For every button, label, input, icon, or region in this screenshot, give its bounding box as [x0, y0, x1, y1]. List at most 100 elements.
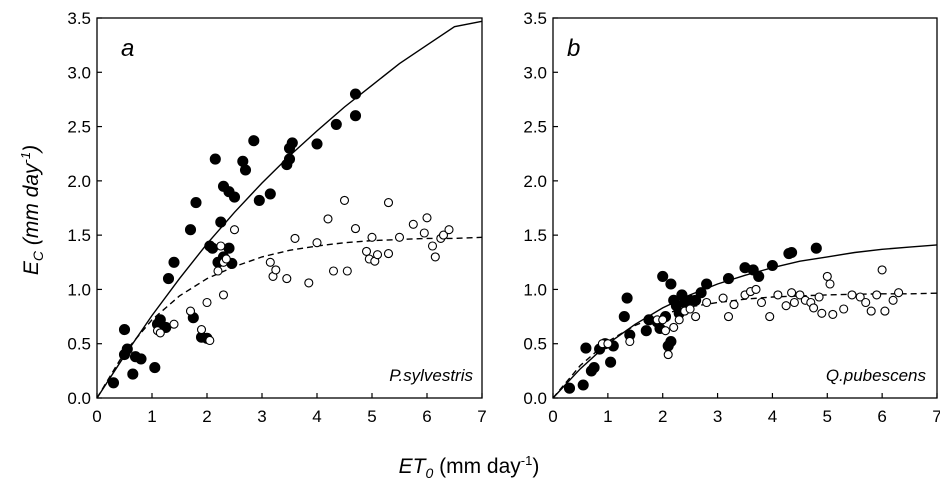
filled-point-a [330, 118, 342, 130]
open-point-b [787, 288, 797, 298]
filled-point-b [695, 287, 707, 299]
x-tick-label-b: 2 [658, 407, 667, 426]
x-axis-title-main: ET [399, 455, 428, 478]
open-point-a [350, 224, 361, 234]
x-tick-label-a: 4 [312, 407, 321, 426]
filled-point-b [577, 379, 589, 391]
filled-point-a [253, 194, 265, 206]
filled-point-a [118, 324, 131, 336]
open-point-a [213, 266, 223, 276]
open-point-b [729, 300, 739, 310]
ticks-b: 0 1 2 3 4 5 6 7 0.0 0.5 1.0 1.5 2.0 2.5 3.0 3.5 [523, 9, 940, 426]
open-point-b [625, 336, 635, 347]
open-point-a [155, 328, 165, 338]
solid-fit-curve-a [96, 20, 483, 399]
panel-b: 0 1 2 3 4 5 6 7 0.0 0.5 1.0 1.5 2.0 2.5 3.0 3.5 b Q.pub… [523, 9, 940, 426]
filled-point-b [563, 382, 576, 394]
filled-point-a [127, 368, 139, 380]
filled-point-a [209, 153, 221, 165]
filled-point-a [206, 242, 219, 254]
open-point-a [367, 232, 377, 242]
open-point-b [814, 292, 824, 302]
open-point-b [789, 297, 799, 308]
ticks-a: 0 1 2 3 4 5 6 7 0.0 0.5 1.0 1.5 2.0 2.5 3.0 3.5 [67, 9, 486, 426]
y-axis-title-unit-sup: -1 [18, 152, 33, 164]
x-tick-label-b: 0 [548, 407, 557, 426]
y-tick-label-a: 1.5 [67, 226, 91, 245]
filled-point-a [223, 242, 235, 254]
open-point-a [312, 238, 322, 248]
x-tick-label-b: 5 [823, 407, 832, 426]
x-axis-title-unit: (mm day [433, 455, 521, 478]
open-point-b [660, 326, 671, 336]
y-tick-label-b: 0.5 [523, 335, 547, 354]
filled-point-a [154, 314, 166, 326]
open-point-b [603, 339, 613, 349]
open-point-b [751, 284, 761, 294]
open-point-a [342, 266, 352, 276]
filled-point-b [810, 242, 822, 254]
open-point-a [290, 233, 300, 243]
open-point-b [880, 306, 890, 316]
y-axis-title-sub: C [30, 250, 46, 261]
open-point-a [328, 266, 339, 276]
open-point-b [685, 304, 695, 314]
open-point-b [825, 279, 835, 289]
open-point-b [828, 309, 838, 319]
filled-point-a [228, 191, 241, 203]
open-point-a [271, 265, 281, 275]
open-point-a [282, 274, 292, 284]
open-point-b [663, 350, 673, 360]
open-point-b [756, 297, 767, 308]
open-point-b [669, 322, 679, 332]
filled-point-b [786, 246, 798, 259]
x-tick-label-a: 2 [202, 407, 211, 426]
filled-point-a [264, 188, 276, 200]
open-point-b [888, 295, 898, 305]
filled-point-a [190, 197, 202, 209]
open-point-b [781, 301, 791, 311]
y-tick-label-b: 3.0 [523, 63, 547, 82]
open-point-a [361, 246, 372, 256]
open-point-b [855, 292, 865, 302]
filled-point-b [665, 335, 677, 348]
species-label-b: Q.pubescens [826, 366, 927, 385]
x-tick-label-a: 1 [147, 407, 156, 426]
filled-point-a [107, 377, 120, 389]
x-tick-label-b: 1 [603, 407, 612, 426]
open-point-a [221, 254, 231, 264]
y-tick-label-a: 1.0 [67, 280, 91, 299]
open-point-b [866, 306, 876, 316]
filled-point-b [701, 278, 713, 290]
filled-point-a [349, 110, 362, 122]
filled-point-a [149, 362, 161, 374]
x-tick-label-b: 4 [768, 407, 777, 426]
filled-point-b [766, 259, 778, 272]
y-tick-label-b: 3.5 [523, 9, 547, 28]
y-tick-label-b: 1.0 [523, 280, 547, 299]
filled-point-a [286, 137, 298, 149]
x-axis-title: ET0 (mm day-1) [399, 453, 540, 481]
open-point-a [394, 232, 405, 242]
y-tick-label-a: 2.5 [67, 118, 91, 137]
panel-letter-b: b [567, 35, 580, 62]
open-point-b [847, 290, 857, 300]
open-point-a [383, 198, 394, 208]
filled-point-a [248, 135, 260, 147]
x-axis-title-unit-end: ) [532, 455, 539, 478]
x-tick-label-a: 5 [367, 407, 376, 426]
open-point-b [773, 290, 783, 300]
x-tick-label-b: 3 [713, 407, 722, 426]
open-point-b [822, 271, 832, 281]
open-point-a [427, 241, 438, 251]
open-point-a [422, 213, 432, 223]
points-a [107, 88, 454, 389]
open-point-b [817, 308, 827, 318]
open-point-b [839, 304, 849, 314]
y-tick-label-a: 3.0 [67, 63, 91, 82]
dashed-fit-curve-a [96, 236, 483, 399]
filled-point-a [184, 224, 197, 236]
open-point-a [218, 290, 229, 300]
x-tick-label-b: 7 [932, 407, 940, 426]
y-tick-label-b: 0.0 [523, 389, 547, 408]
